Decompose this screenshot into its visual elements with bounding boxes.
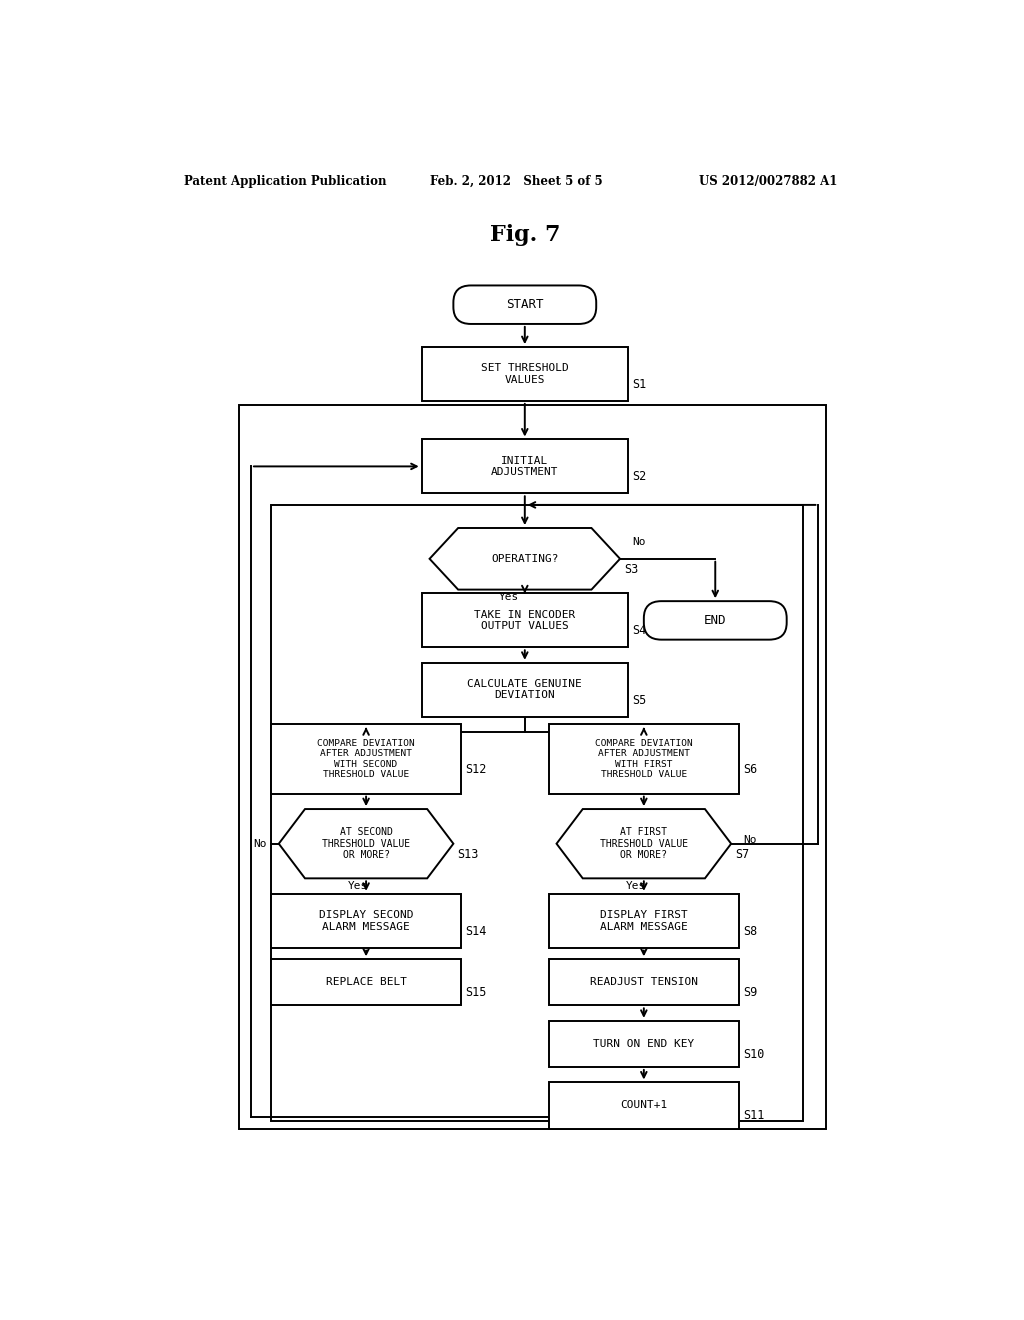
Text: TAKE IN ENCODER
OUTPUT VALUES: TAKE IN ENCODER OUTPUT VALUES [474,610,575,631]
Text: S1: S1 [632,378,646,391]
Text: DISPLAY FIRST
ALARM MESSAGE: DISPLAY FIRST ALARM MESSAGE [600,909,688,932]
Text: S2: S2 [632,470,646,483]
Polygon shape [430,528,621,590]
Text: No: No [743,834,757,845]
Bar [422,347,628,401]
Text: COUNT+1: COUNT+1 [621,1101,668,1110]
Text: S14: S14 [465,924,486,937]
Bar [270,506,803,1121]
Text: Feb. 2, 2012   Sheet 5 of 5: Feb. 2, 2012 Sheet 5 of 5 [430,176,602,187]
Text: S12: S12 [465,763,486,776]
Text: Fig. 7: Fig. 7 [489,224,560,247]
Bar [270,960,461,1006]
Bar [549,1020,739,1067]
Text: START: START [506,298,544,312]
Text: S5: S5 [632,693,646,706]
Bar [422,663,628,717]
Bar [549,960,739,1006]
Text: TURN ON END KEY: TURN ON END KEY [593,1039,694,1049]
Text: COMPARE DEVIATION
AFTER ADJUSTMENT
WITH SECOND
THRESHOLD VALUE: COMPARE DEVIATION AFTER ADJUSTMENT WITH … [317,739,415,779]
Text: OPERATING?: OPERATING? [492,554,558,564]
Polygon shape [557,809,731,878]
FancyBboxPatch shape [644,601,786,640]
Text: S13: S13 [458,847,478,861]
Text: END: END [705,614,726,627]
Text: INITIAL
ADJUSTMENT: INITIAL ADJUSTMENT [492,455,558,478]
Text: CALCULATE GENUINE
DEVIATION: CALCULATE GENUINE DEVIATION [467,678,583,701]
FancyBboxPatch shape [454,285,596,323]
Bar [422,594,628,647]
Text: Yes: Yes [348,880,369,891]
Polygon shape [279,809,454,878]
Text: Yes: Yes [626,880,646,891]
Text: S10: S10 [743,1048,764,1061]
Text: S6: S6 [743,763,758,776]
Text: No: No [253,838,267,849]
Text: READJUST TENSION: READJUST TENSION [590,977,697,987]
Text: SET THRESHOLD
VALUES: SET THRESHOLD VALUES [481,363,568,385]
Text: REPLACE BELT: REPLACE BELT [326,977,407,987]
Bar [549,1082,739,1129]
Text: US 2012/0027882 A1: US 2012/0027882 A1 [699,176,838,187]
Text: AT FIRST
THRESHOLD VALUE
OR MORE?: AT FIRST THRESHOLD VALUE OR MORE? [600,828,688,861]
Text: Patent Application Publication: Patent Application Publication [183,176,386,187]
Text: S4: S4 [632,624,646,638]
Text: AT SECOND
THRESHOLD VALUE
OR MORE?: AT SECOND THRESHOLD VALUE OR MORE? [322,828,411,861]
Bar [240,405,826,1129]
Text: S11: S11 [743,1109,764,1122]
Text: S7: S7 [735,847,750,861]
Text: S8: S8 [743,924,758,937]
Text: DISPLAY SECOND
ALARM MESSAGE: DISPLAY SECOND ALARM MESSAGE [318,909,414,932]
Bar [549,894,739,948]
Text: COMPARE DEVIATION
AFTER ADJUSTMENT
WITH FIRST
THRESHOLD VALUE: COMPARE DEVIATION AFTER ADJUSTMENT WITH … [595,739,692,779]
Bar [270,725,461,793]
Bar [422,440,628,494]
Text: S9: S9 [743,986,758,999]
Text: S15: S15 [465,986,486,999]
Bar [270,894,461,948]
Bar [549,725,739,793]
Text: S3: S3 [624,562,638,576]
Text: No: No [632,537,645,548]
Text: Yes: Yes [499,591,519,602]
